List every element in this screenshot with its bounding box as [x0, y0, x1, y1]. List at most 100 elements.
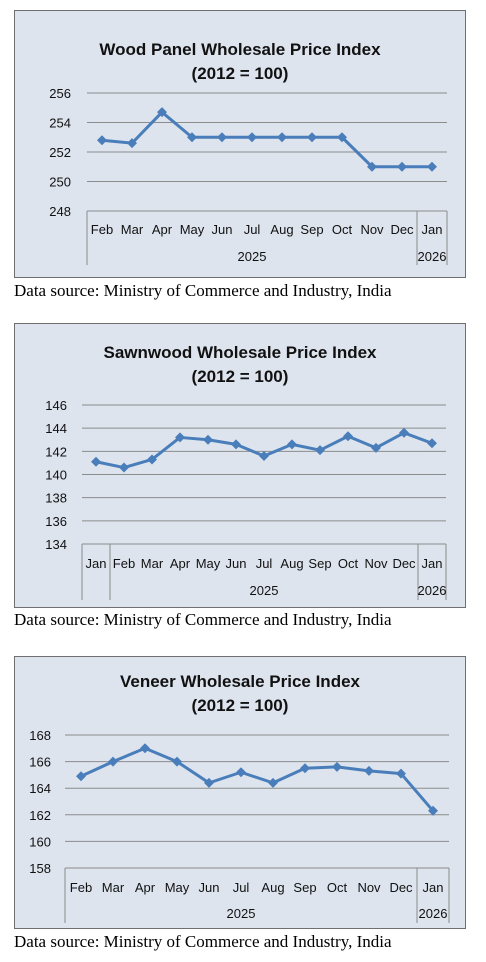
data-point: [204, 777, 214, 788]
data-point: [147, 454, 157, 465]
y-tick-label: 144: [45, 421, 67, 436]
source-note: Data source: Ministry of Commerce and In…: [14, 610, 392, 629]
year-group-label: 2025: [227, 906, 256, 921]
y-tick-label: 250: [49, 175, 71, 190]
y-tick-label: 158: [29, 861, 51, 876]
data-point: [259, 450, 269, 461]
x-tick-label: Aug: [280, 556, 303, 571]
x-tick-label: Aug: [261, 880, 284, 895]
wood-panel-plot: 248 250 252 254 256 Feb Mar Apr May Jun Jul Aug Sep O…: [49, 86, 448, 265]
x-tick-label: Oct: [332, 222, 353, 237]
x-tick-label: Jun: [199, 880, 220, 895]
data-point: [399, 427, 409, 438]
x-tick-label: Jul: [233, 880, 250, 895]
x-tick-label: Jan: [423, 880, 444, 895]
x-tick-label: Jun: [212, 222, 233, 237]
x-tick-label: Nov: [357, 880, 381, 895]
x-tick-label: Oct: [338, 556, 359, 571]
x-tick-label: Sep: [300, 222, 323, 237]
year-group-label: 2026: [419, 906, 448, 921]
data-point: [427, 438, 437, 449]
data-point: [119, 462, 129, 473]
x-tick-label: Apr: [135, 880, 156, 895]
x-tick-label: Feb: [113, 556, 135, 571]
data-point: [203, 434, 213, 445]
y-tick-label: 142: [45, 444, 67, 459]
data-point: [367, 161, 377, 172]
x-tick-label: Sep: [308, 556, 331, 571]
chart-subtitle: (2012 = 100): [191, 64, 289, 83]
data-point: [108, 756, 118, 767]
y-tick-label: 252: [49, 145, 71, 160]
x-tick-label: Dec: [390, 222, 414, 237]
y-tick-label: 160: [29, 834, 51, 849]
x-tick-label: Jan: [422, 556, 443, 571]
y-tick-label: 134: [45, 537, 67, 552]
x-tick-label: Jun: [226, 556, 247, 571]
y-tick-label: 162: [29, 808, 51, 823]
y-tick-label: 248: [49, 204, 71, 219]
data-point: [277, 132, 287, 143]
x-tick-label: Feb: [91, 222, 113, 237]
year-group-label: 2026: [418, 583, 447, 598]
x-tick-label: Mar: [141, 556, 164, 571]
data-point: [371, 442, 381, 453]
source-note: Data source: Ministry of Commerce and In…: [14, 932, 392, 951]
year-group-label: 2025: [238, 249, 267, 264]
x-tick-label: Jul: [256, 556, 273, 571]
year-group-label: 2026: [418, 249, 447, 264]
series-line: [101, 110, 432, 169]
x-tick-label: Jan: [422, 222, 443, 237]
data-point: [364, 765, 374, 776]
data-point: [300, 763, 310, 774]
chart-subtitle: (2012 = 100): [191, 367, 289, 386]
y-tick-label: 140: [45, 468, 67, 483]
data-point: [397, 161, 407, 172]
x-tick-label: Nov: [360, 222, 384, 237]
x-tick-label: Nov: [364, 556, 388, 571]
source-note: Data source: Ministry of Commerce and In…: [14, 281, 392, 300]
x-tick-label: Jul: [244, 222, 261, 237]
chart-title: Wood Panel Wholesale Price Index: [99, 40, 381, 59]
veneer-chart: Veneer Wholesale Price Index (2012 = 100…: [14, 656, 466, 929]
x-tick-label: May: [165, 880, 190, 895]
x-tick-label: Aug: [270, 222, 293, 237]
veneer-plot: 158 160 162 164 166 168 Feb Mar Apr May Jun Jul Aug S…: [29, 728, 450, 923]
sawnwood-chart: Sawnwood Wholesale Price Index (2012 = 1…: [14, 323, 466, 608]
y-tick-label: 168: [29, 728, 51, 743]
data-point: [247, 132, 257, 143]
wood-panel-chart: Wood Panel Wholesale Price Index (2012 =…: [14, 10, 466, 278]
data-point: [236, 767, 246, 778]
x-tick-label: Feb: [70, 880, 92, 895]
data-point: [396, 768, 406, 779]
x-tick-label: Mar: [121, 222, 144, 237]
data-point: [307, 132, 317, 143]
y-tick-label: 136: [45, 514, 67, 529]
data-point: [157, 107, 167, 118]
y-tick-label: 256: [49, 86, 71, 101]
data-point: [287, 439, 297, 450]
data-point: [187, 132, 197, 143]
x-tick-label: Dec: [392, 556, 416, 571]
data-point: [268, 777, 278, 788]
data-point: [315, 445, 325, 456]
data-point: [97, 135, 107, 146]
chart-title: Veneer Wholesale Price Index: [119, 672, 360, 691]
chart-subtitle: (2012 = 100): [191, 696, 289, 715]
x-tick-label: Oct: [327, 880, 348, 895]
data-point: [127, 138, 137, 149]
x-tick-label: Apr: [152, 222, 173, 237]
y-tick-label: 146: [45, 398, 67, 413]
x-tick-label: Jan: [86, 556, 107, 571]
y-tick-label: 138: [45, 491, 67, 506]
data-point: [343, 431, 353, 442]
y-tick-label: 164: [29, 781, 51, 796]
series-line: [95, 431, 433, 470]
data-point: [332, 761, 342, 772]
x-tick-label: Sep: [293, 880, 316, 895]
x-tick-label: May: [196, 556, 221, 571]
x-tick-label: Mar: [102, 880, 125, 895]
x-tick-label: Apr: [170, 556, 191, 571]
data-point: [76, 771, 86, 782]
y-tick-label: 166: [29, 755, 51, 770]
